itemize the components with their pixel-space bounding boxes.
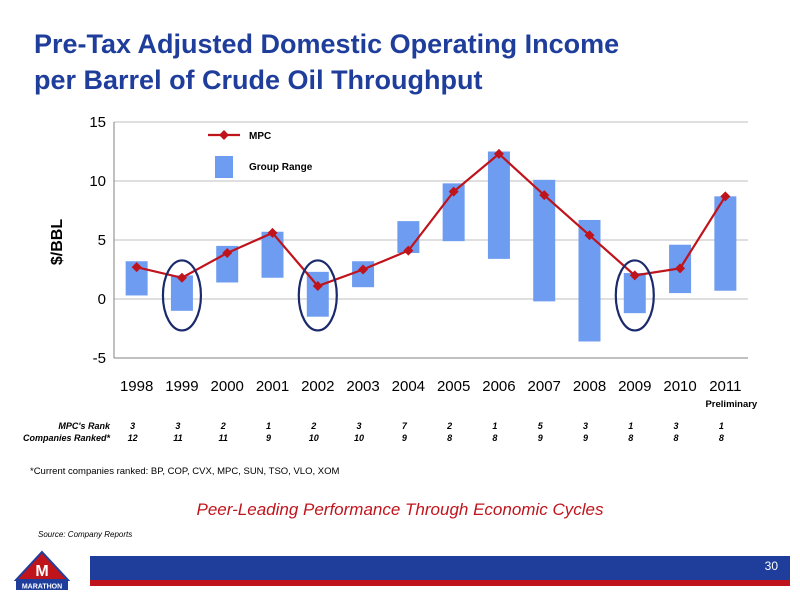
x-tick-sublabel: Preliminary — [705, 399, 757, 410]
mpc-point — [267, 227, 278, 238]
rank-value: 1 — [628, 421, 634, 431]
companies-value: 8 — [447, 433, 453, 443]
x-tick-label: 2011 — [709, 378, 741, 395]
x-tick-label: 2005 — [437, 378, 470, 395]
mpc-point — [403, 245, 414, 256]
tagline: Peer-Leading Performance Through Economi… — [196, 500, 604, 519]
highlight-circle — [297, 259, 338, 332]
y-tick-label: 15 — [89, 114, 106, 131]
mpc-point — [358, 264, 369, 275]
mpc-point — [448, 186, 459, 197]
range-bar — [578, 219, 601, 342]
title-line-2: per Barrel of Crude Oil Throughput — [34, 65, 483, 95]
mpc-point — [222, 247, 233, 258]
rank-value: 2 — [447, 421, 453, 431]
companies-row: Companies Ranked* 12 11 11 9 10 10 9 8 8 9 9 8 8 8 — [0, 433, 800, 445]
x-tick-label: 2004 — [392, 378, 425, 395]
range-bar — [623, 273, 646, 314]
companies-value: 12 — [127, 433, 138, 443]
rank-value: 7 — [401, 421, 407, 431]
range-bar — [261, 231, 284, 278]
rank-value: 3 — [356, 421, 362, 431]
companies-row-label: Companies Ranked* — [22, 433, 110, 443]
rank-value: 2 — [220, 421, 226, 431]
rank-value: 1 — [492, 421, 498, 431]
companies-value: 11 — [173, 433, 183, 443]
rank-value: 1 — [265, 421, 271, 431]
companies-value: 10 — [308, 433, 319, 443]
mpc-point — [675, 263, 686, 274]
x-tick-label: 2000 — [211, 378, 244, 395]
range-bar — [487, 151, 510, 259]
mpc-point — [493, 148, 504, 159]
companies-value: 9 — [265, 433, 271, 443]
companies-value: 11 — [218, 433, 228, 443]
source-note: Source: Company Reports — [38, 530, 133, 539]
mpc-point — [629, 270, 640, 281]
x-tick-label: 2003 — [346, 378, 379, 395]
footnote: *Current companies ranked: BP, COP, CVX,… — [30, 466, 340, 477]
rank-row: MPC's Rank 3 3 2 1 2 3 7 2 1 5 3 1 3 1 — [0, 421, 800, 433]
page-number: 30 — [764, 559, 778, 573]
footer-accent-band — [90, 580, 790, 586]
range-bar — [125, 261, 148, 296]
companies-value: 8 — [628, 433, 634, 443]
mpc-point — [584, 230, 595, 241]
x-tick-label: 1999 — [165, 378, 198, 395]
x-tick-label: 2008 — [573, 378, 606, 395]
range-bar — [170, 275, 193, 311]
footer-band — [90, 556, 790, 580]
logo-text: MARATHON — [22, 584, 62, 591]
companies-value: 9 — [582, 433, 588, 443]
rank-value: 3 — [582, 421, 588, 431]
title-line-1: Pre-Tax Adjusted Domestic Operating Inco… — [34, 29, 620, 59]
rank-value: 3 — [175, 421, 181, 431]
marathon-logo: M MARATHON — [13, 550, 71, 591]
x-tick-label: 2007 — [528, 378, 561, 395]
companies-value: 9 — [401, 433, 407, 443]
companies-value: 8 — [673, 433, 679, 443]
y-tick-label: -5 — [93, 350, 106, 367]
mpc-point — [312, 281, 323, 292]
x-tick-label: 2009 — [618, 378, 651, 395]
rank-value: 3 — [673, 421, 679, 431]
y-tick-label: 10 — [89, 173, 106, 190]
mpc-point — [131, 262, 142, 273]
mpc-line — [136, 152, 727, 288]
x-tick-label: 2002 — [301, 378, 334, 395]
mpc-point — [176, 272, 187, 283]
x-tick-label: 2006 — [482, 378, 515, 395]
companies-value: 10 — [354, 433, 365, 443]
rank-value: 1 — [718, 421, 724, 431]
range-bar — [714, 196, 737, 291]
x-tick-label: 2001 — [256, 378, 289, 395]
svg-text:M: M — [35, 563, 48, 580]
rank-value: 3 — [130, 421, 136, 431]
rank-value: 5 — [537, 421, 543, 431]
companies-value: 8 — [492, 433, 498, 443]
companies-value: 8 — [718, 433, 724, 443]
legend-label-range: Group Range — [249, 162, 313, 173]
highlight-circle — [161, 259, 203, 332]
mpc-point — [539, 190, 550, 201]
legend-marker-swatch — [219, 130, 229, 140]
x-tick-label: 1998 — [120, 378, 153, 395]
legend-label-mpc: MPC — [249, 131, 271, 142]
y-axis-label: $/BBL — [49, 219, 66, 265]
mpc-point — [720, 191, 731, 202]
income-chart: -5 0 5 10 15 $/BBL 1998 1999 2000 2001 2002 2003 200… — [49, 114, 758, 410]
legend-bar-swatch — [215, 156, 233, 178]
rank-value: 2 — [311, 421, 317, 431]
highlight-circle — [614, 259, 655, 332]
companies-value: 9 — [537, 433, 543, 443]
y-tick-label: 5 — [98, 232, 106, 249]
page-title: Pre-Tax Adjusted Domestic Operating Inco… — [34, 26, 619, 98]
range-bar — [533, 179, 556, 302]
rank-row-label: MPC's Rank — [58, 421, 110, 431]
x-tick-label: 2010 — [663, 378, 696, 395]
y-tick-label: 0 — [98, 291, 106, 308]
